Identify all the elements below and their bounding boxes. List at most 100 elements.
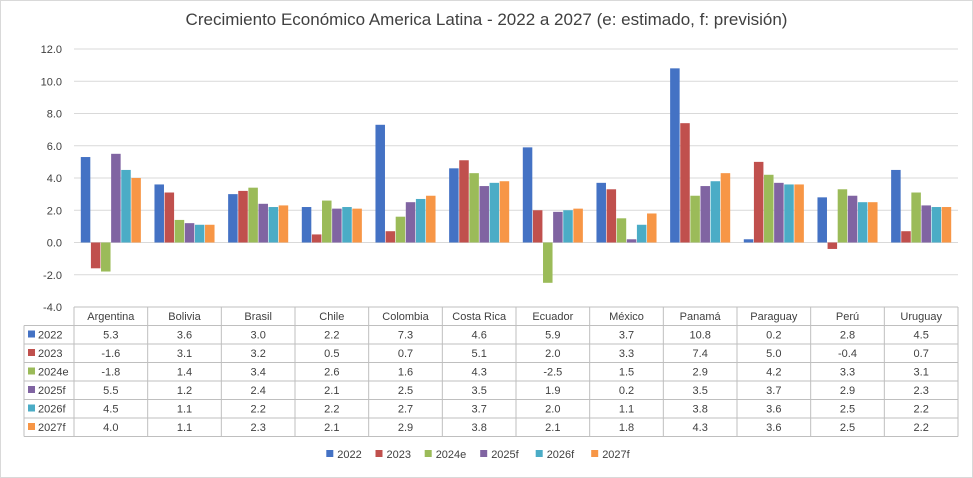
data-cell: 2.1 (324, 422, 339, 434)
bar-2022-Paraguay (743, 239, 754, 243)
bar-2026f-Paraguay (784, 184, 794, 243)
table-legend-key (28, 386, 35, 393)
bar-2022-Panamá (670, 68, 680, 243)
data-cell: 3.6 (766, 404, 781, 416)
y-tick-label: 10.0 (41, 76, 62, 88)
bar-2023-Paraguay (753, 161, 764, 243)
bar-2025f-Argentina (111, 153, 121, 243)
bar-2025f-Brasil (258, 203, 268, 243)
table-series-label: 2026f (38, 404, 66, 416)
bar-2027f-Bolivia (205, 224, 215, 243)
bar-2026f-Perú (857, 202, 868, 243)
y-tick-label: 2.0 (47, 205, 62, 217)
bar-2026f-México (636, 224, 647, 243)
data-cell: 3.7 (619, 330, 634, 342)
data-cell: 3.5 (693, 385, 708, 397)
bar-2025f-Uruguay (921, 205, 931, 243)
legend-key (326, 450, 334, 457)
chart-title: Crecimiento Económico America Latina - 2… (185, 10, 788, 29)
bar-2027f-Costa Rica (499, 181, 510, 243)
data-cell: 0.2 (619, 385, 634, 397)
bar-2023-Colombia (385, 231, 396, 243)
legend-label: 2022 (337, 449, 361, 461)
bar-2022-Brasil (228, 194, 238, 243)
category-label: Chile (319, 311, 344, 323)
table-legend-key (28, 330, 35, 338)
category-label: Paraguay (750, 311, 798, 323)
category-label: México (609, 311, 644, 323)
data-cell: 7.3 (398, 330, 413, 342)
legend-key (480, 450, 488, 457)
bar-2024e-Bolivia (174, 219, 185, 243)
data-cell: 3.7 (472, 404, 487, 416)
bar-2024e-Colombia (395, 216, 406, 243)
bar-2023-Ecuador (532, 210, 543, 243)
category-label: Panamá (680, 311, 722, 323)
data-cell: 3.8 (472, 422, 487, 434)
legend-key (535, 450, 543, 457)
data-cell: 2.8 (840, 330, 855, 342)
data-cell: 2.5 (840, 422, 855, 434)
bar-2025f-México (626, 239, 637, 243)
bar-2023-Brasil (238, 190, 248, 243)
data-cell: 3.2 (251, 348, 266, 360)
category-label: Brasil (244, 311, 272, 323)
table-series-label: 2025f (38, 385, 66, 397)
data-cell: 7.4 (693, 348, 708, 360)
bar-2024e-México (616, 218, 627, 243)
legend-label: 2027f (602, 449, 630, 461)
data-cell: 2.2 (914, 422, 929, 434)
bar-2025f-Bolivia (184, 223, 195, 243)
bar-2027f-Chile (352, 208, 362, 243)
data-cell: 3.0 (251, 330, 266, 342)
data-cell: 1.2 (177, 385, 192, 397)
data-cell: 2.1 (545, 422, 560, 434)
data-cell: 2.9 (398, 422, 413, 434)
category-label: Colombia (382, 311, 429, 323)
bar-2027f-Paraguay (794, 184, 804, 243)
data-cell: 1.4 (177, 367, 192, 379)
data-cell: 0.2 (766, 330, 781, 342)
data-cell: 2.2 (251, 404, 266, 416)
bar-2022-Uruguay (891, 169, 901, 243)
data-cell: 2.9 (693, 367, 708, 379)
y-tick-label: 6.0 (47, 141, 62, 153)
bar-2024e-Paraguay (764, 174, 774, 243)
data-cell: 0.5 (324, 348, 339, 360)
y-tick-label: -4.0 (43, 302, 62, 314)
category-label: Uruguay (900, 311, 942, 323)
bar-2024e-Panamá (690, 195, 700, 243)
legend-label: 2024e (436, 449, 467, 461)
table-legend-key (28, 404, 35, 412)
bar-2024e-Argentina (101, 242, 111, 272)
y-tick-label: 4.0 (47, 173, 62, 185)
bar-2022-Colombia (375, 124, 385, 243)
data-cell: 4.0 (103, 422, 118, 434)
category-label: Perú (836, 311, 859, 323)
data-cell: 5.3 (103, 330, 118, 342)
bar-2027f-México (647, 213, 657, 243)
table-legend-key (28, 349, 35, 356)
data-cell: 4.5 (914, 330, 929, 342)
bar-2023-México (606, 189, 617, 243)
data-cell: 4.5 (103, 404, 118, 416)
bar-2025f-Paraguay (774, 182, 784, 243)
legend-key (375, 450, 383, 457)
category-label: Ecuador (532, 311, 573, 323)
data-cell: 3.3 (840, 367, 855, 379)
bar-2022-Argentina (80, 157, 91, 243)
bar-2023-Chile (311, 234, 322, 243)
legend-key (591, 450, 599, 457)
data-cell: 3.3 (619, 348, 634, 360)
bar-2026f-Ecuador (563, 210, 573, 243)
bar-2022-Costa Rica (449, 168, 459, 243)
data-cell: 2.5 (840, 404, 855, 416)
data-cell: 2.2 (324, 330, 339, 342)
table-series-label: 2023 (38, 348, 62, 360)
bar-2025f-Perú (847, 195, 858, 243)
data-cell: 5.9 (545, 330, 560, 342)
data-cell: 5.0 (766, 348, 781, 360)
bar-2022-Ecuador (522, 147, 533, 243)
legend-key (424, 450, 432, 457)
data-cell: -2.5 (543, 367, 562, 379)
